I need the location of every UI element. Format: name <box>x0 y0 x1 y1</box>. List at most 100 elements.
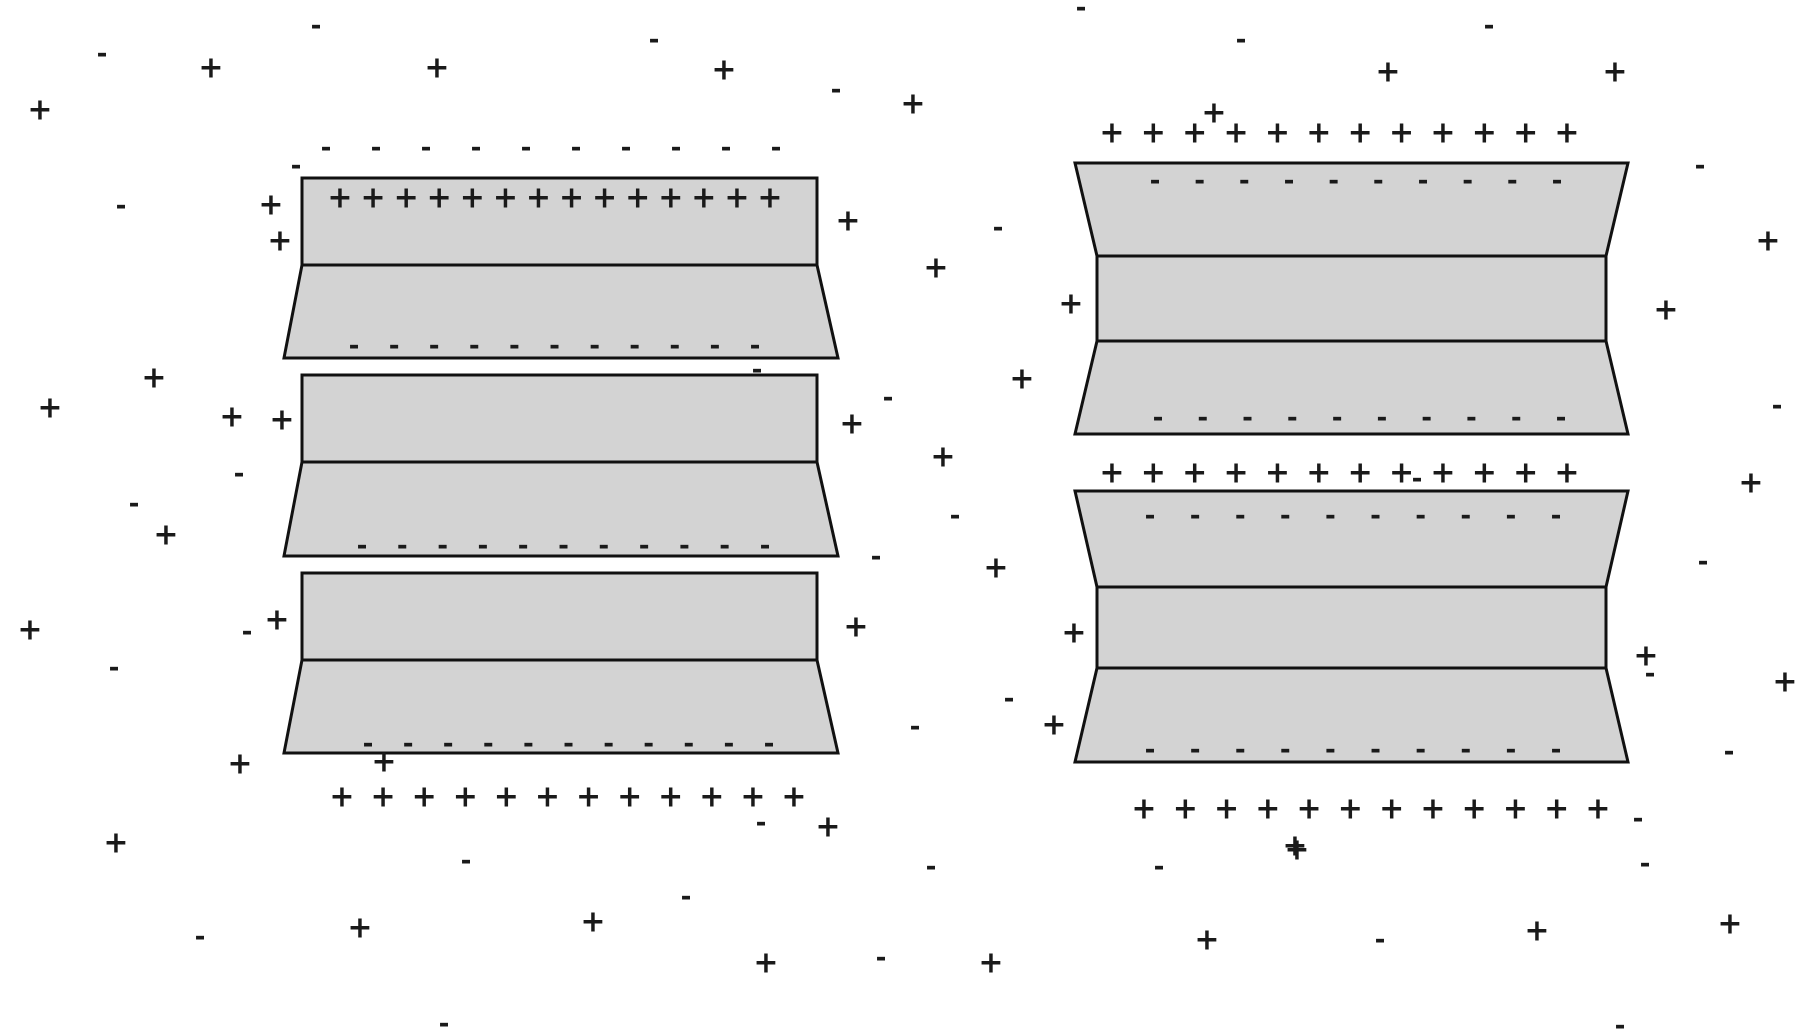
negative-charge: - <box>129 489 140 519</box>
positive-charge: + <box>1194 923 1219 958</box>
negative-charge: - <box>683 729 694 759</box>
positive-charge: + <box>1717 907 1742 942</box>
positive-charge: + <box>27 93 52 128</box>
negative-charge: - <box>603 729 614 759</box>
positive-charge: + <box>1348 116 1373 151</box>
negative-charge: - <box>1505 501 1516 531</box>
negative-charge: - <box>1370 735 1381 765</box>
negative-charge: - <box>1287 403 1298 433</box>
positive-charge: + <box>37 391 62 426</box>
negative-charge: - <box>1076 0 1087 23</box>
negative-charge: - <box>1236 25 1247 55</box>
negative-charge: - <box>710 331 721 361</box>
positive-charge: + <box>1265 456 1290 491</box>
positive-charge: + <box>1462 792 1487 827</box>
positive-charge: + <box>1297 792 1322 827</box>
positive-charge: + <box>264 603 289 638</box>
positive-charge: + <box>757 181 782 216</box>
negative-charge: - <box>1235 735 1246 765</box>
negative-charge: - <box>478 531 489 561</box>
positive-charge: + <box>983 551 1008 586</box>
positive-charge: + <box>580 905 605 940</box>
left-layer-2 <box>282 373 840 558</box>
positive-charge: + <box>1214 792 1239 827</box>
positive-charge: + <box>347 911 372 946</box>
negative-charge: - <box>549 331 560 361</box>
positive-charge: + <box>1306 116 1331 151</box>
negative-charge: - <box>671 133 682 163</box>
right-layer-2 <box>1073 489 1630 764</box>
positive-charge: + <box>394 181 419 216</box>
negative-charge: - <box>1466 403 1477 433</box>
negative-charge: - <box>1235 501 1246 531</box>
negative-charge: - <box>621 133 632 163</box>
positive-charge: + <box>1755 224 1780 259</box>
negative-charge: - <box>521 133 532 163</box>
negative-charge: - <box>1190 501 1201 531</box>
positive-charge: + <box>978 946 1003 981</box>
negative-charge: - <box>518 531 529 561</box>
negative-charge: - <box>1328 166 1339 196</box>
positive-charge: + <box>835 204 860 239</box>
negative-charge: - <box>1421 403 1432 433</box>
negative-charge: - <box>1332 403 1343 433</box>
negative-charge: - <box>403 729 414 759</box>
left-block-stack <box>282 176 840 755</box>
positive-charge: + <box>460 181 485 216</box>
right-layer-1 <box>1073 161 1630 436</box>
positive-charge: + <box>1141 116 1166 151</box>
negative-charge: - <box>756 808 767 838</box>
positive-charge: + <box>198 51 223 86</box>
negative-charge: - <box>1556 403 1567 433</box>
negative-charge: - <box>629 331 640 361</box>
positive-charge: + <box>453 780 478 815</box>
negative-charge: - <box>429 331 440 361</box>
positive-charge: + <box>592 181 617 216</box>
negative-charge: - <box>461 846 472 876</box>
positive-charge: + <box>1738 466 1763 501</box>
positive-charge: + <box>923 251 948 286</box>
negative-charge: - <box>1284 166 1295 196</box>
negative-charge: - <box>760 531 771 561</box>
negative-charge: - <box>926 852 937 882</box>
positive-charge: + <box>711 53 736 88</box>
positive-charge: + <box>1389 116 1414 151</box>
positive-charge: + <box>267 224 292 259</box>
negative-charge: - <box>195 922 206 952</box>
negative-charge: - <box>371 133 382 163</box>
right-layer-1-rectangle <box>1095 254 1608 343</box>
negative-charge: - <box>1242 403 1253 433</box>
negative-charge: - <box>349 331 360 361</box>
negative-charge: - <box>311 11 322 41</box>
negative-charge: - <box>558 531 569 561</box>
positive-charge: + <box>526 181 551 216</box>
negative-charge: - <box>1418 166 1429 196</box>
negative-charge: - <box>1239 166 1250 196</box>
positive-charge: + <box>1554 456 1579 491</box>
negative-charge: - <box>1190 735 1201 765</box>
negative-charge: - <box>571 133 582 163</box>
negative-charge: - <box>724 729 735 759</box>
positive-charge: + <box>1182 456 1207 491</box>
negative-charge: - <box>1462 166 1473 196</box>
positive-charge: + <box>361 181 386 216</box>
positive-charge: + <box>327 181 352 216</box>
negative-charge: - <box>1280 501 1291 531</box>
positive-charge: + <box>1099 456 1124 491</box>
positive-charge: + <box>1265 116 1290 151</box>
negative-charge: - <box>97 39 108 69</box>
left-layer-1 <box>282 176 840 360</box>
positive-charge: + <box>1284 833 1309 868</box>
negative-charge: - <box>1280 735 1291 765</box>
positive-charge: + <box>740 780 765 815</box>
negative-charge: - <box>1325 501 1336 531</box>
negative-charge: - <box>764 729 775 759</box>
negative-charge: - <box>679 531 690 561</box>
negative-charge: - <box>1552 166 1563 196</box>
positive-charge: + <box>1131 792 1156 827</box>
positive-charge: + <box>1430 456 1455 491</box>
negative-charge: - <box>1460 735 1471 765</box>
positive-charge: + <box>371 780 396 815</box>
negative-charge: - <box>1145 501 1156 531</box>
